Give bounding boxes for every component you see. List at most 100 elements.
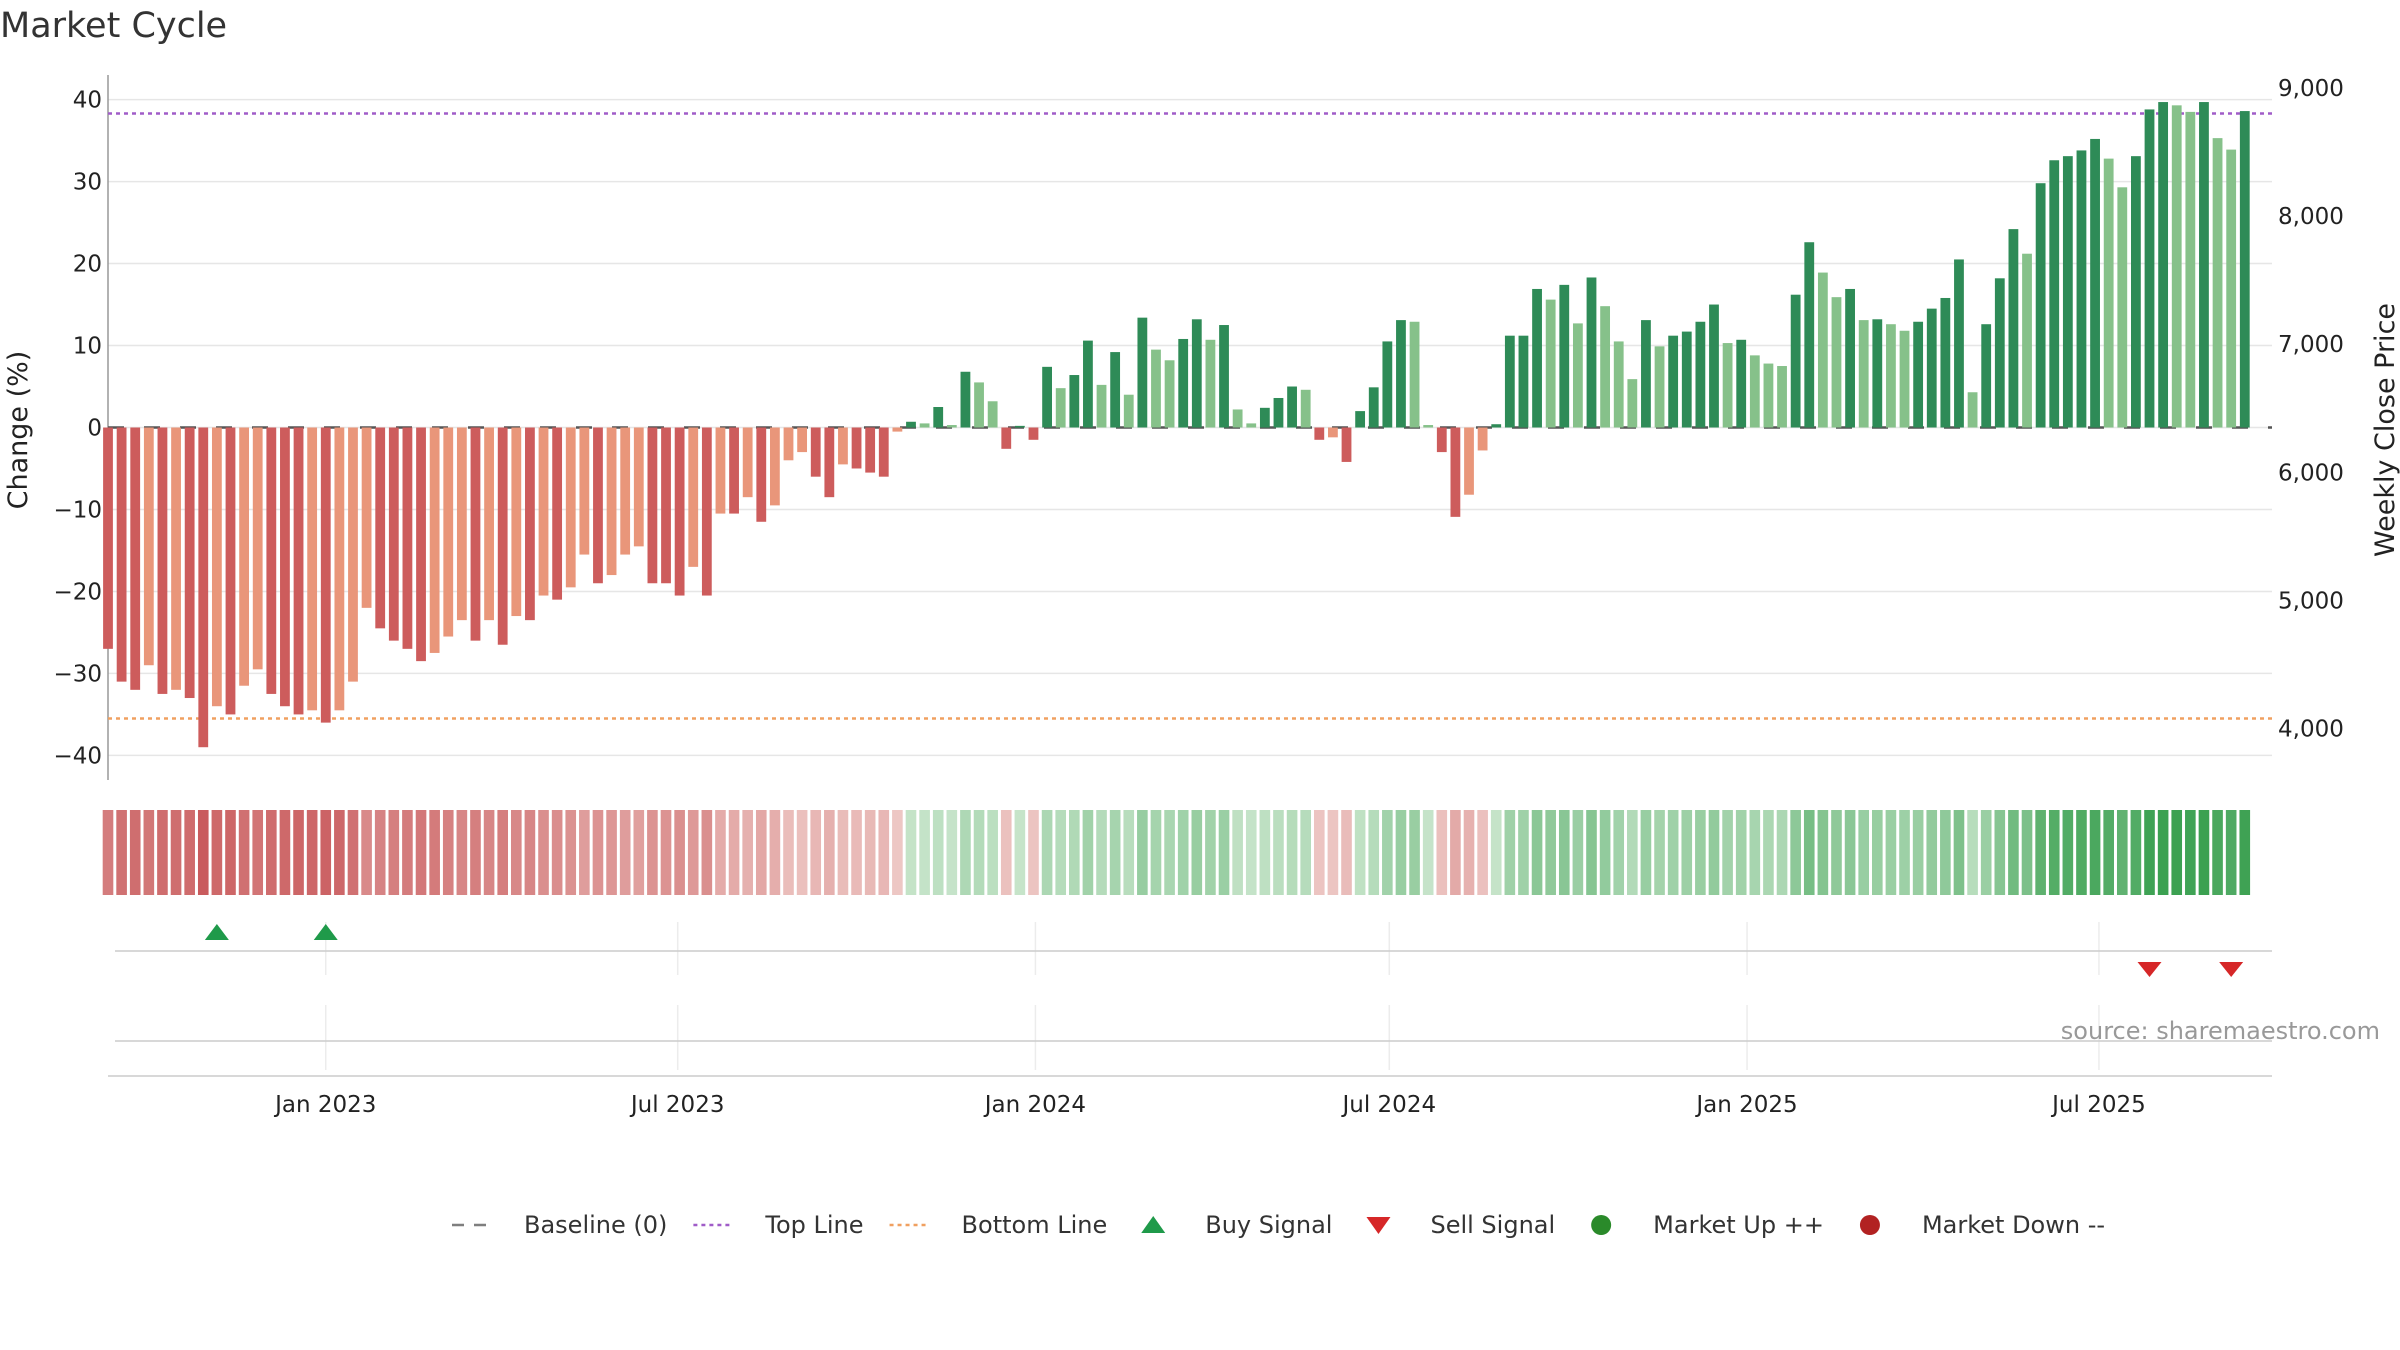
- change-bar: [824, 427, 835, 498]
- change-bar: [334, 427, 345, 711]
- strip-cell: [1844, 810, 1856, 895]
- change-bar: [1654, 346, 1665, 428]
- change-bar: [1042, 366, 1052, 428]
- change-bar: [1886, 324, 1896, 428]
- change-bar: [211, 427, 222, 707]
- strip-cell: [266, 810, 277, 895]
- strip-cell: [1776, 810, 1788, 895]
- strip-cell: [442, 810, 454, 895]
- change-bar: [456, 427, 467, 621]
- change-bar: [1627, 379, 1638, 428]
- strip-cell: [1831, 810, 1842, 895]
- legend-label: Buy Signal: [1205, 1211, 1332, 1239]
- legend-label: Sell Signal: [1430, 1211, 1555, 1239]
- strip-cell: [306, 810, 318, 895]
- legend-swatch: [1141, 1216, 1166, 1233]
- change-bar: [552, 427, 563, 600]
- strip-cell: [1504, 810, 1516, 895]
- change-bar: [2226, 149, 2237, 428]
- strip-cell: [1313, 810, 1325, 895]
- strip-cell: [1205, 810, 1216, 895]
- strip-cell: [851, 810, 862, 895]
- strip-cell: [1953, 810, 1965, 895]
- y2-tick-label: 4,000: [2278, 717, 2344, 743]
- change-bar: [1259, 407, 1270, 428]
- sell-signal-marker: [2219, 962, 2244, 977]
- change-bar: [1709, 304, 1719, 428]
- strip-cell: [1912, 810, 1924, 895]
- x-tick-label: Jul 2024: [1340, 1092, 1436, 1118]
- change-bar: [1287, 386, 1297, 428]
- strip-cell: [1586, 810, 1597, 895]
- change-bar: [2008, 229, 2019, 428]
- legend-label: Bottom Line: [962, 1211, 1108, 1239]
- strip-cell: [878, 810, 890, 895]
- strip-cell: [1477, 810, 1488, 895]
- strip-cell: [579, 810, 590, 895]
- change-bar: [1368, 387, 1379, 428]
- change-bar: [116, 427, 127, 682]
- change-bar: [1341, 427, 1352, 462]
- strip-cell: [1028, 810, 1039, 895]
- change-bar: [402, 427, 413, 649]
- change-bar: [1722, 343, 1733, 428]
- strip-cell: [374, 810, 386, 895]
- change-bar: [1600, 306, 1611, 428]
- strip-cell: [796, 810, 808, 895]
- change-bar: [579, 427, 590, 555]
- strip-cell: [687, 810, 699, 895]
- strip-cell: [2103, 810, 2114, 895]
- y2-axis-title: Weekly Close Price: [2370, 303, 2400, 557]
- strip-cell: [143, 810, 155, 895]
- change-bar: [1151, 349, 1161, 428]
- change-bar: [1273, 397, 1284, 428]
- legend-item: Sell Signal: [1366, 1211, 1555, 1239]
- strip-cell: [1137, 810, 1148, 895]
- change-bar: [252, 427, 263, 670]
- y2-tick-label: 9,000: [2278, 76, 2344, 102]
- y-tick-label: −20: [53, 579, 102, 605]
- change-bar: [2090, 138, 2100, 428]
- y-tick-label: −30: [53, 661, 102, 687]
- y-tick-label: 10: [73, 334, 102, 360]
- change-bar: [1668, 335, 1679, 428]
- legend-item: Market Up ++: [1591, 1211, 1824, 1239]
- strip-cell: [1354, 810, 1366, 895]
- strip-cell: [483, 810, 495, 895]
- change-bars: [103, 102, 2250, 748]
- change-bar: [1409, 321, 1420, 428]
- strip-cell: [1940, 810, 1951, 895]
- change-bar: [606, 427, 617, 576]
- strip-cell: [1858, 810, 1870, 895]
- change-bar: [1994, 278, 2005, 428]
- strip-cell: [1055, 810, 1067, 895]
- change-bar: [1205, 339, 1216, 428]
- strip-cell: [1803, 810, 1815, 895]
- change-bar: [1940, 297, 1951, 428]
- change-bar: [674, 427, 685, 596]
- change-bar: [1110, 352, 1121, 428]
- strip-cell: [456, 810, 468, 895]
- strip-cell: [1654, 810, 1665, 895]
- strip-cell: [864, 810, 876, 895]
- strip-cell: [810, 810, 822, 895]
- change-bar: [1641, 320, 1651, 428]
- strip-cell: [960, 810, 971, 895]
- strip-cell: [892, 810, 903, 895]
- strip-cell: [1749, 810, 1761, 895]
- x-tick-label: Jan 2023: [273, 1092, 376, 1118]
- strip-cell: [837, 810, 849, 895]
- strip-cell: [1817, 810, 1829, 895]
- change-bar: [769, 427, 780, 506]
- strip-cell: [1436, 810, 1448, 895]
- change-bar: [1164, 360, 1175, 428]
- change-bar: [565, 427, 576, 588]
- change-bar: [1423, 425, 1434, 428]
- change-bar: [1736, 339, 1747, 428]
- strip-cell: [102, 810, 114, 895]
- change-bar: [1926, 308, 1937, 428]
- change-bar: [1858, 320, 1869, 428]
- strip-cell: [197, 810, 209, 895]
- strip-cell: [415, 810, 427, 895]
- legend: Baseline (0) Top Line Bottom Line Buy Signa…: [452, 1211, 2105, 1239]
